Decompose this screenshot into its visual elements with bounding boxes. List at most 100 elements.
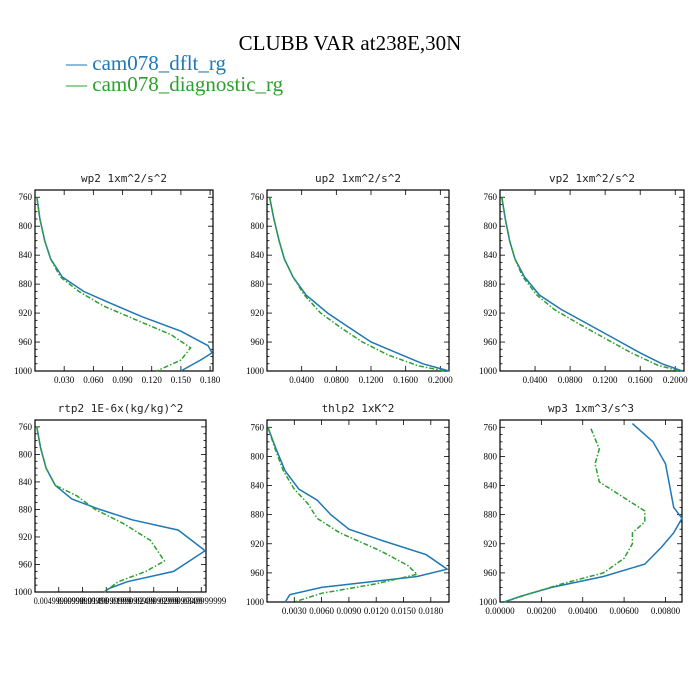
panel-4: rtp2 1E-6x(kg/kg)^2 760 800 840 880 920 960 100… bbox=[14, 402, 227, 606]
x-tick-label: 0.0090 bbox=[337, 606, 362, 616]
x-tick-label: 0.00999999990 bbox=[58, 596, 108, 606]
x-tick-label: 0.180 bbox=[200, 375, 221, 385]
y-tick-label: 840 bbox=[19, 250, 33, 260]
panel-title: wp3 1xm^3/s^3 bbox=[548, 402, 634, 415]
x-tick-label: 0.0800 bbox=[324, 375, 349, 385]
x-tick-label: 0.0400 bbox=[289, 375, 314, 385]
panel-1: wp2 1xm^2/s^2 760 800 840 880 920 960 1000 0.030… bbox=[14, 172, 221, 385]
x-tick-label: 0.120 bbox=[142, 375, 163, 385]
y-tick-label: 800 bbox=[19, 221, 33, 231]
x-tick-label: 0.2000 bbox=[428, 375, 453, 385]
x-tick-label: 0.0349999999 bbox=[176, 596, 226, 606]
y-tick-label: 920 bbox=[19, 532, 33, 542]
panel-2: up2 1xm^2/s^2 760 800 840 880 920 960 1000 0.040… bbox=[246, 172, 453, 385]
y-tick-label: 880 bbox=[251, 279, 265, 289]
y-tick-label: 800 bbox=[484, 451, 498, 461]
y-tick-label: 880 bbox=[19, 279, 33, 289]
y-tick-label: 920 bbox=[251, 539, 265, 549]
y-tick-label: 1000 bbox=[14, 366, 33, 376]
y-tick-label: 840 bbox=[484, 481, 498, 491]
plot-frame bbox=[499, 419, 683, 603]
y-tick-label: 1000 bbox=[479, 597, 498, 607]
x-tick-label: 0.0400 bbox=[523, 375, 548, 385]
y-tick-label: 880 bbox=[484, 279, 498, 289]
x-tick-label: 0.0299999999 bbox=[153, 596, 203, 606]
series-line-dflt bbox=[36, 197, 213, 372]
panel-6: wp3 1xm^3/s^3 760 800 840 880 920 960 10000.000… bbox=[479, 402, 683, 616]
x-tick-label: 0.00400 bbox=[568, 606, 598, 616]
x-tick-label: 0.00800 bbox=[651, 606, 681, 616]
y-tick-label: 880 bbox=[484, 510, 498, 520]
series-line-dflt bbox=[501, 197, 683, 372]
x-tick-label: 0.1200 bbox=[593, 375, 618, 385]
x-tick-label: 0.150 bbox=[171, 375, 192, 385]
x-tick-label: 0.0150 bbox=[391, 606, 416, 616]
x-tick-label: 0.0030 bbox=[282, 606, 307, 616]
plot-frame bbox=[266, 189, 450, 372]
plot-frame bbox=[34, 189, 214, 372]
y-tick-label: 840 bbox=[484, 250, 498, 260]
y-tick-label: 1000 bbox=[14, 587, 33, 597]
x-tick-label: 0.0249999999 bbox=[129, 596, 179, 606]
series-line-diagnostic bbox=[267, 427, 419, 603]
y-tick-label: 960 bbox=[484, 568, 498, 578]
x-tick-label: 0.0120 bbox=[364, 606, 389, 616]
panel-title: wp2 1xm^2/s^2 bbox=[81, 172, 167, 185]
y-tick-label: 920 bbox=[19, 308, 33, 318]
y-tick-label: 960 bbox=[19, 337, 33, 347]
x-tick-label: 0.00499999990 bbox=[34, 596, 84, 606]
x-tick-label: 0.2000 bbox=[663, 375, 688, 385]
series-line-dflt bbox=[36, 426, 207, 593]
y-tick-label: 1000 bbox=[246, 597, 265, 607]
panel-title: vp2 1xm^2/s^2 bbox=[549, 172, 635, 185]
y-tick-label: 840 bbox=[251, 481, 265, 491]
x-tick-label: 0.0800 bbox=[558, 375, 583, 385]
figure-title: CLUBB VAR at238E,30N bbox=[239, 31, 462, 55]
x-tick-label: 0.1600 bbox=[628, 375, 653, 385]
y-tick-label: 760 bbox=[484, 192, 498, 202]
y-tick-label: 1000 bbox=[246, 366, 265, 376]
y-tick-label: 800 bbox=[251, 451, 265, 461]
series-line-diagnostic bbox=[501, 197, 680, 372]
x-tick-label: 0.0199999999 bbox=[105, 596, 155, 606]
plot-frame bbox=[34, 419, 207, 593]
x-tick-label: 0.030 bbox=[54, 375, 75, 385]
y-tick-label: 800 bbox=[19, 449, 33, 459]
x-tick-label: 0.0180 bbox=[418, 606, 443, 616]
x-tick-label: 0.00600 bbox=[609, 606, 639, 616]
legend-entry-dflt: — cam078_dflt_rg bbox=[65, 51, 227, 75]
y-tick-label: 760 bbox=[251, 422, 265, 432]
x-tick-label: 0.00000 bbox=[485, 606, 515, 616]
y-tick-label: 1000 bbox=[479, 366, 498, 376]
plot-frame bbox=[499, 189, 685, 372]
x-tick-label: 0.1200 bbox=[359, 375, 384, 385]
x-tick-label: 0.00200 bbox=[527, 606, 557, 616]
y-tick-label: 840 bbox=[19, 477, 33, 487]
panel-3: vp2 1xm^2/s^2 760 800 840 880 920 960 1000 0.040… bbox=[479, 172, 688, 385]
y-tick-label: 920 bbox=[484, 308, 498, 318]
y-tick-label: 760 bbox=[19, 422, 33, 432]
series-line-dflt bbox=[267, 427, 449, 603]
y-tick-label: 880 bbox=[251, 510, 265, 520]
y-tick-label: 960 bbox=[251, 337, 265, 347]
y-tick-label: 760 bbox=[19, 192, 33, 202]
x-tick-label: 0.060 bbox=[83, 375, 104, 385]
x-tick-label: 0.1600 bbox=[393, 375, 418, 385]
y-tick-label: 760 bbox=[484, 422, 498, 432]
x-tick-label: 0.0060 bbox=[309, 606, 334, 616]
y-tick-label: 800 bbox=[251, 221, 265, 231]
y-tick-label: 960 bbox=[484, 337, 498, 347]
panel-title: rtp2 1E-6x(kg/kg)^2 bbox=[58, 402, 184, 415]
legend-entry-diagnostic: — cam078_diagnostic_rg bbox=[65, 72, 284, 96]
series-line-diagnostic bbox=[36, 197, 192, 372]
panel-title: up2 1xm^2/s^2 bbox=[315, 172, 401, 185]
y-tick-label: 920 bbox=[484, 539, 498, 549]
y-tick-label: 920 bbox=[251, 308, 265, 318]
plot-frame bbox=[266, 419, 450, 603]
y-tick-label: 960 bbox=[19, 559, 33, 569]
x-tick-label: 0.0149999999 bbox=[81, 596, 131, 606]
y-tick-label: 880 bbox=[19, 504, 33, 514]
y-tick-label: 800 bbox=[484, 221, 498, 231]
y-tick-label: 960 bbox=[251, 568, 265, 578]
